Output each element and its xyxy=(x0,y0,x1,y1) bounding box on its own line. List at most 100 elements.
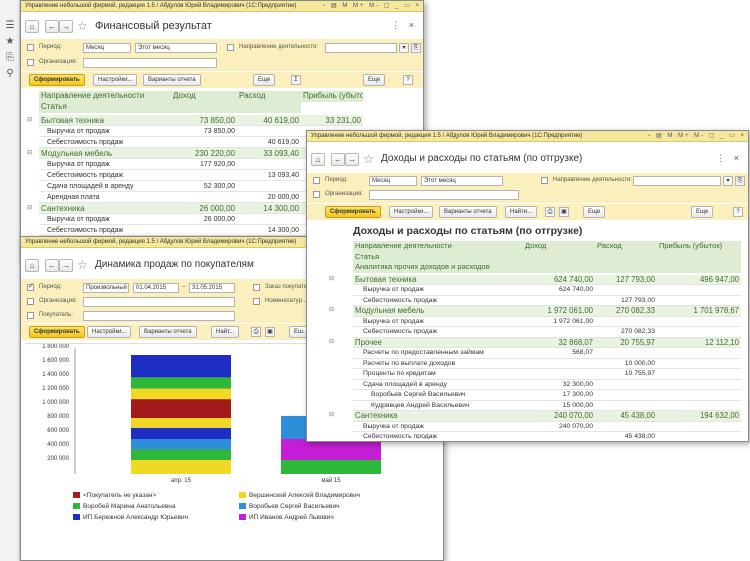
order-checkbox[interactable] xyxy=(253,284,260,291)
window-controls[interactable]: ▫ ▤ M M+ M- ▢ _ ▭ × xyxy=(323,3,421,9)
table-row[interactable]: Модульная мебель 230 220,00 33 093,40 xyxy=(39,148,363,159)
collapse-toggle-icon[interactable]: ⊟ xyxy=(27,150,33,156)
variants-button[interactable]: Варианты отчета xyxy=(439,206,497,218)
back-button[interactable]: ← xyxy=(45,259,59,272)
table-row[interactable]: Выручка от продаж 73 850,00 xyxy=(39,126,363,137)
menu-icon[interactable]: ☰ xyxy=(5,20,15,31)
table-row[interactable]: Выручка от продаж 624 740,00 xyxy=(353,285,741,296)
favorite-star-icon[interactable]: ☆ xyxy=(77,19,88,33)
table-row[interactable]: Прочее 32 868,07 20 755,97 12 112,10 xyxy=(353,337,741,348)
table-row[interactable]: Модульная мебель 1 972 061,00 270 082,33 1 … xyxy=(353,306,741,317)
direction-dropdown-button[interactable]: ▾ xyxy=(723,176,733,186)
home-icon[interactable]: ⌂ xyxy=(311,153,325,166)
table-row[interactable]: Сантехника 240 070,00 45 438,00 194 632,00 xyxy=(353,411,741,422)
table-row[interactable]: Сантехника 26 000,00 14 300,00 xyxy=(39,203,363,214)
print-icon[interactable]: ⎙ xyxy=(251,327,261,337)
bar-segment[interactable] xyxy=(281,460,381,474)
direction-open-button[interactable]: ⎘ xyxy=(735,176,745,186)
generate-button[interactable]: Сформировать xyxy=(325,206,381,218)
table-row[interactable]: Расчеты по выплате доходов 10 000,00 xyxy=(353,359,741,369)
org-checkbox[interactable] xyxy=(27,59,34,66)
settings-button[interactable]: Настройки... xyxy=(87,326,132,338)
back-button[interactable]: ← xyxy=(331,153,345,166)
org-input[interactable] xyxy=(83,297,235,307)
bar-segment[interactable] xyxy=(131,449,231,461)
direction-open-button[interactable]: ⎘ xyxy=(411,43,421,53)
table-row[interactable]: Выручка от продаж 26 000,00 xyxy=(39,214,363,225)
bar-segment[interactable] xyxy=(131,399,231,418)
collapse-toggle-icon[interactable]: ⊟ xyxy=(329,412,335,418)
find-button[interactable]: Найт... xyxy=(211,326,240,338)
direction-input[interactable] xyxy=(633,176,721,186)
table-row[interactable]: Сдача площадей в аренду 32 300,00 xyxy=(353,380,741,390)
org-input[interactable] xyxy=(369,190,519,200)
table-row[interactable]: Проценты по кредитам 10 755,97 xyxy=(353,369,741,380)
org-checkbox[interactable] xyxy=(313,191,320,198)
direction-checkbox[interactable] xyxy=(227,44,234,51)
period-checkbox[interactable] xyxy=(27,44,34,51)
table-row[interactable]: Себестоимость продаж 45 438,00 xyxy=(353,432,741,439)
collapse-toggle-icon[interactable]: ⊟ xyxy=(27,117,33,123)
more-button-2[interactable]: Еще xyxy=(363,74,386,86)
bar-segment[interactable] xyxy=(131,355,231,378)
table-row[interactable]: Сдача площадей в аренду 52 300,00 xyxy=(39,181,363,192)
home-icon[interactable]: ⌂ xyxy=(25,20,39,33)
search-icon[interactable]: ⚲ xyxy=(6,68,14,79)
collapse-toggle-icon[interactable]: ⊟ xyxy=(329,275,335,282)
collapse-toggle-icon[interactable]: ⊟ xyxy=(27,205,33,211)
window-menu-icon[interactable]: ⋮ × xyxy=(391,20,417,30)
collapse-toggle-icon[interactable]: ⊟ xyxy=(329,338,335,345)
table-row[interactable]: Себестоимость продаж 13 093,40 xyxy=(39,170,363,181)
date-from-input[interactable]: 01.04.2015 xyxy=(133,283,179,293)
forward-button[interactable]: → xyxy=(59,20,73,33)
table-row[interactable]: Бытовая техника 73 850,00 40 619,00 33 231,… xyxy=(39,115,363,126)
variants-button[interactable]: Варианты отчета xyxy=(139,326,197,338)
table-row[interactable]: Себестоимость продаж 14 300,00 xyxy=(39,225,363,236)
collapse-toggle-icon[interactable]: ⊟ xyxy=(329,307,335,313)
favorites-icon[interactable]: ★ xyxy=(5,36,15,47)
print-icon[interactable]: ⎙ xyxy=(545,207,555,217)
bar-segment[interactable] xyxy=(131,439,231,450)
period-select[interactable]: Месяц xyxy=(369,176,417,186)
table-row[interactable]: Бытовая техника 624 740,00 127 793,00 496 9… xyxy=(353,274,741,285)
variants-button[interactable]: Варианты отчета xyxy=(143,74,201,86)
home-icon[interactable]: ⌂ xyxy=(25,259,39,272)
settings-button[interactable]: Настройки... xyxy=(93,74,138,86)
table-row[interactable]: Арендная плата 20 000,00 xyxy=(39,192,363,203)
period-select[interactable]: Произвольный xyxy=(83,283,129,293)
nomen-checkbox[interactable] xyxy=(253,298,260,305)
date-to-input[interactable]: 31.05.2015 xyxy=(189,283,235,293)
table-row[interactable]: Воробьев Сергей Васильевич 17 300,00 xyxy=(353,390,741,401)
bar-segment[interactable] xyxy=(131,418,231,428)
period-checkbox[interactable] xyxy=(27,282,34,291)
org-checkbox[interactable] xyxy=(27,298,34,305)
table-row[interactable]: Себестоимость продаж 40 619,00 xyxy=(39,137,363,148)
forward-button[interactable]: → xyxy=(345,153,359,166)
direction-input[interactable] xyxy=(325,43,397,53)
period-text-input[interactable]: Этот месяц xyxy=(135,43,217,53)
back-button[interactable]: ← xyxy=(45,20,59,33)
save-icon[interactable]: ▣ xyxy=(265,327,275,337)
window-menu-icon[interactable]: ⋮ × xyxy=(716,153,742,163)
table-row[interactable]: Расчеты по предоставленным займам 568,07 xyxy=(353,348,741,359)
more-button[interactable]: Еще xyxy=(253,74,276,86)
sum-icon[interactable]: Σ xyxy=(291,75,301,85)
settings-button[interactable]: Настройки... xyxy=(389,206,434,218)
table-row[interactable]: Себестоимость продаж 127 793,00 xyxy=(353,296,741,306)
period-select[interactable]: Месяц xyxy=(83,43,131,53)
more-button[interactable]: Еще xyxy=(583,206,606,218)
table-row[interactable]: Кудрявцев Андрей Васильевич 15 000,00 xyxy=(353,401,741,411)
buyer-checkbox[interactable] xyxy=(27,312,34,319)
table-row[interactable]: Выручка от продаж 1 972 061,00 xyxy=(353,317,741,327)
bar-segment[interactable] xyxy=(131,460,231,474)
table-row[interactable]: Себестоимость продаж 270 082,33 xyxy=(353,327,741,338)
generate-button[interactable]: Сформировать xyxy=(29,74,85,86)
buyer-input[interactable] xyxy=(83,311,235,321)
bar-segment[interactable] xyxy=(131,377,231,389)
favorite-star-icon[interactable]: ☆ xyxy=(363,152,374,166)
generate-button[interactable]: Сформировать xyxy=(29,326,85,338)
bar-segment[interactable] xyxy=(131,427,231,439)
period-text-input[interactable]: Этот месяц xyxy=(421,176,503,186)
bar-segment[interactable] xyxy=(281,439,381,460)
favorite-star-icon[interactable]: ☆ xyxy=(77,258,88,272)
